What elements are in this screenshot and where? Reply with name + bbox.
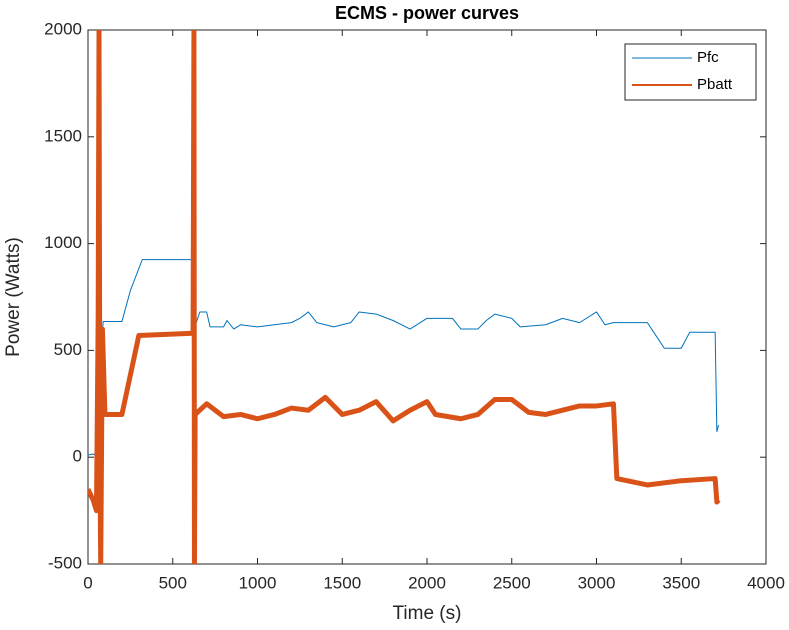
x-tick-label: 2000 — [408, 573, 446, 592]
y-tick-label: 1500 — [44, 126, 82, 145]
y-axis-label: Power (Watts) — [3, 237, 24, 357]
legend-label: Pfc — [697, 49, 719, 66]
x-tick-label: 1000 — [239, 573, 277, 592]
x-tick-label: 2500 — [493, 573, 531, 592]
lines — [88, 30, 721, 564]
x-tick-label: 3500 — [662, 573, 700, 592]
y-tick-label: 1000 — [44, 233, 82, 252]
chart-title: ECMS - power curves — [335, 3, 519, 23]
x-tick-label: 3000 — [578, 573, 616, 592]
x-axis-label: Time (s) — [393, 603, 462, 624]
x-tick-label: 0 — [83, 573, 92, 592]
x-tick-label: 1500 — [323, 573, 361, 592]
x-tick-label: 4000 — [747, 573, 785, 592]
y-tick-label: 500 — [54, 340, 82, 359]
y-tick-label: -500 — [48, 553, 82, 572]
x-tick-label: 500 — [159, 573, 187, 592]
legend-box — [624, 43, 757, 101]
legend-label: Pbatt — [697, 76, 733, 93]
series-line — [88, 30, 721, 564]
y-tick-label: 0 — [73, 447, 82, 466]
plot-area — [87, 29, 767, 565]
y-tick-label: 2000 — [44, 19, 82, 38]
